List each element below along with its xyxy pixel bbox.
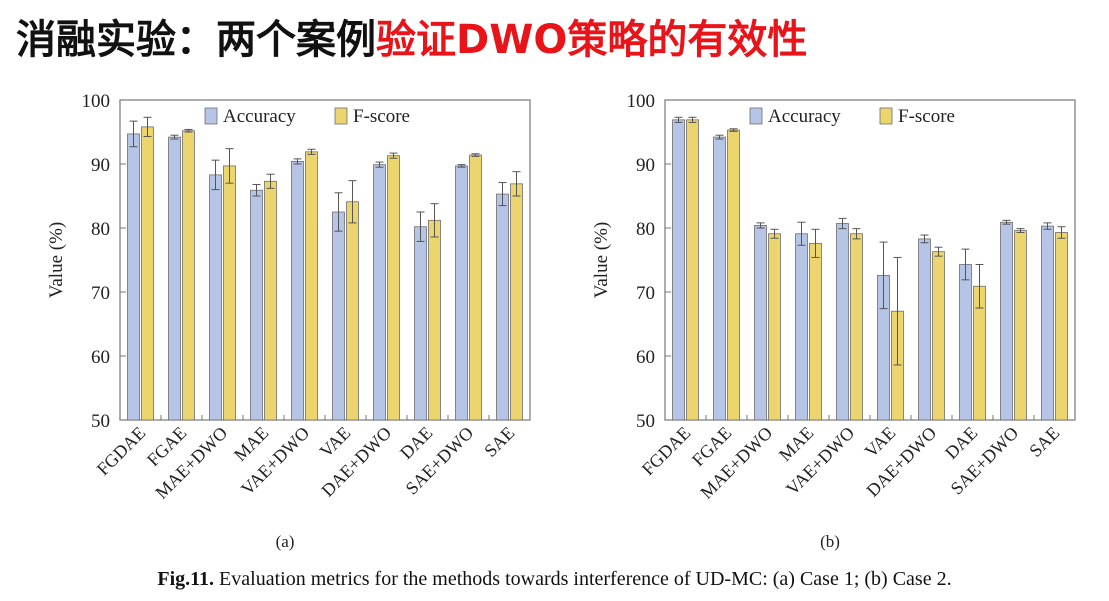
bar-accuracy-dae-dwo <box>918 238 931 421</box>
bar-accuracy-mae-dwo <box>754 225 767 421</box>
bar-f-score-mae-dwo <box>223 165 236 421</box>
y-tick-label: 60 <box>91 347 110 368</box>
plot-frame <box>119 99 531 421</box>
legend-swatch-f-score <box>334 107 348 125</box>
figure-caption: Fig.11. Evaluation metrics for the metho… <box>0 564 1109 594</box>
bar-accuracy-sae-dwo <box>455 165 468 421</box>
bar-f-score-fgdae <box>686 119 699 421</box>
bar-accuracy-sae <box>496 193 509 421</box>
y-tick-label: 100 <box>82 91 111 112</box>
bar-accuracy-fgae <box>713 136 726 421</box>
bar-accuracy-sae-dwo <box>1000 221 1013 421</box>
chart-panel-b: 50 60 70 80 90 100 Value (%) FGDAE FGAE MAE+DWO MA… <box>545 80 1085 560</box>
bar-f-score-sae <box>510 183 523 421</box>
y-tick-label: 80 <box>636 219 655 240</box>
bar-accuracy-vae-dwo <box>836 223 849 421</box>
x-tick-label-sae: SAE <box>480 423 518 461</box>
legend-swatch-f-score <box>879 107 893 125</box>
x-tick-label-sae: SAE <box>1025 423 1063 461</box>
bar-f-score-fgae <box>727 129 740 421</box>
bar-f-score-sae-dwo <box>469 154 482 421</box>
y-tick-label: 70 <box>91 283 110 304</box>
legend-label-f-score: F-score <box>898 106 955 127</box>
bar-f-score-mae <box>264 180 277 421</box>
bar-accuracy-mae-dwo <box>209 174 222 421</box>
figure-caption-text: Evaluation metrics for the methods towar… <box>214 568 952 590</box>
bar-f-score-fgdae <box>141 126 154 421</box>
bar-f-score-vae-dwo <box>850 233 863 421</box>
slide-title-black: 消融实验：两个案例 <box>16 17 376 63</box>
bar-accuracy-fgdae <box>127 133 140 421</box>
slide-title: 消融实验：两个案例验证DWO策略的有效性 <box>16 8 807 72</box>
bar-accuracy-fgdae <box>672 119 685 421</box>
legend-swatch-accuracy <box>204 107 218 125</box>
panel-label: (a) <box>276 532 295 551</box>
bar-f-score-vae <box>346 201 359 421</box>
y-tick-label: 50 <box>636 411 655 432</box>
bar-f-score-mae <box>809 242 822 421</box>
figure-number: Fig.11. <box>157 568 215 590</box>
bar-f-score-sae <box>1055 232 1068 421</box>
legend-label-f-score: F-score <box>353 106 410 127</box>
bar-accuracy-mae <box>795 233 808 421</box>
legend-swatch-accuracy <box>749 107 763 125</box>
bar-accuracy-sae <box>1041 225 1054 421</box>
bar-accuracy-dae-dwo <box>373 164 386 421</box>
legend-label-accuracy: Accuracy <box>223 106 296 127</box>
y-tick-label: 50 <box>91 411 110 432</box>
bar-f-score-dae <box>428 219 441 421</box>
y-tick-label: 70 <box>636 283 655 304</box>
bar-accuracy-mae <box>250 189 263 421</box>
chart-panel-a: 50 60 70 80 90 100 Value (%) FGDAE FGAE MAE+DWO MA… <box>0 80 540 560</box>
bar-accuracy-dae <box>414 226 427 421</box>
bar-f-score-dae-dwo <box>932 251 945 421</box>
y-tick-label: 80 <box>91 219 110 240</box>
bar-accuracy-vae <box>332 211 345 421</box>
y-tick-label: 90 <box>91 155 110 176</box>
slide-title-red: 验证DWO策略的有效性 <box>376 17 808 63</box>
bar-accuracy-vae-dwo <box>291 161 304 421</box>
y-tick-label: 60 <box>636 347 655 368</box>
bar-f-score-dae-dwo <box>387 155 400 421</box>
bar-f-score-fgae <box>182 130 195 421</box>
y-axis-label: Value (%) <box>46 222 67 299</box>
legend-label-accuracy: Accuracy <box>768 106 841 127</box>
bar-f-score-mae-dwo <box>768 233 781 421</box>
y-axis-label: Value (%) <box>591 222 612 299</box>
plot-frame <box>664 99 1076 421</box>
y-tick-label: 100 <box>627 91 656 112</box>
y-tick-label: 90 <box>636 155 655 176</box>
bar-accuracy-fgae <box>168 136 181 421</box>
bar-accuracy-dae <box>959 264 972 421</box>
panel-label: (b) <box>820 532 840 551</box>
bar-f-score-sae-dwo <box>1014 230 1027 421</box>
bar-f-score-vae-dwo <box>305 151 318 421</box>
